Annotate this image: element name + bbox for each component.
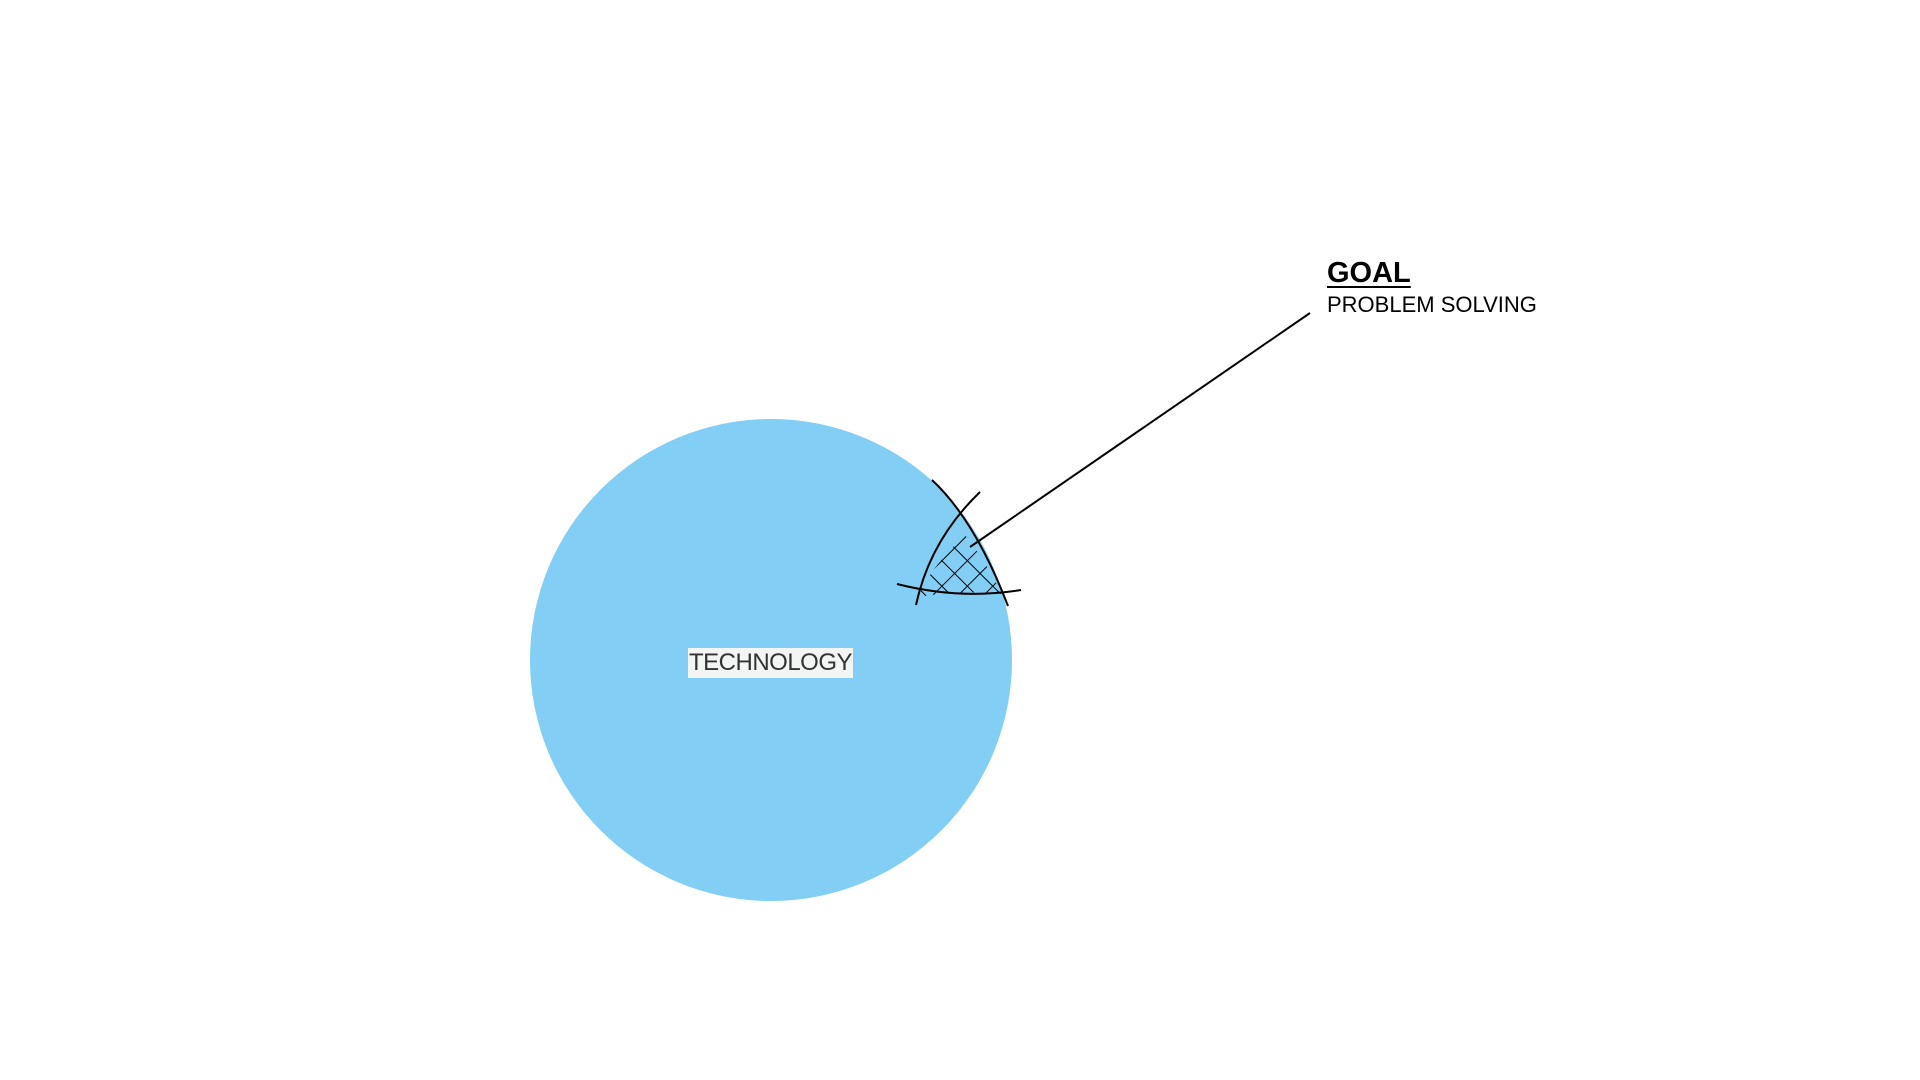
goal-leader-line bbox=[969, 312, 1311, 548]
goal-intersection-region bbox=[918, 535, 1002, 597]
intersection-arc-top bbox=[931, 479, 1009, 607]
goal-annotation: GOAL PROBLEM SOLVING bbox=[1327, 256, 1537, 320]
intersection-arc-left bbox=[915, 491, 981, 606]
goal-title: GOAL bbox=[1327, 257, 1411, 289]
technology-label: TECHNOLOGY bbox=[688, 648, 853, 678]
intersection-arc-bottom bbox=[896, 583, 1022, 595]
goal-subtitle: PROBLEM SOLVING bbox=[1327, 292, 1537, 317]
